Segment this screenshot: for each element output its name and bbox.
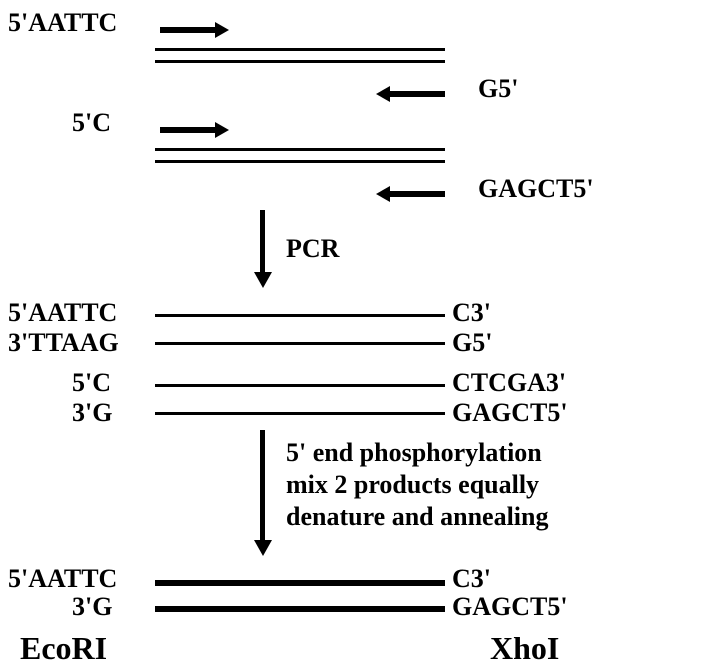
s2p1-top-strand [155,314,445,317]
pcr-step-label: PCR [286,236,339,262]
enzyme-right: XhoI [490,632,559,664]
s2p2-rt-seq: CTCGA3' [452,370,566,396]
s2p1-bot-strand [155,342,445,345]
s2p1-lt-seq: 5'AATTC [8,300,117,326]
s2p2-top-strand [155,384,445,387]
s3-rb-seq: GAGCT5' [452,594,568,620]
s3-lt-seq: 5'AATTC [8,566,117,592]
s1p2-bot-strand [155,160,445,163]
s2p2-bot-strand [155,412,445,415]
diagram-stage: { "colors": { "fg": "#000000", "bg": "#f… [0,0,720,669]
s2p2-lt-seq: 5'C [72,370,111,396]
s3-rt-seq: C3' [452,566,491,592]
s1p2-top-strand [155,148,445,151]
s1p1-top-strand [155,48,445,51]
anneal-step-label-0: 5' end phosphorylation [286,440,542,466]
s1p1-primer-fwd-seq: 5'AATTC [8,10,117,36]
s2p1-rb-seq: G5' [452,330,492,356]
s1p1-bot-strand [155,60,445,63]
s3-lb-seq: 3'G [72,594,112,620]
anneal-step-label-2: denature and annealing [286,504,548,530]
s2p2-rb-seq: GAGCT5' [452,400,568,426]
s2p1-rt-seq: C3' [452,300,491,326]
enzyme-left: EcoRI [20,632,107,664]
s1p2-primer-fwd-seq: 5'C [72,110,111,136]
s2p2-lb-seq: 3'G [72,400,112,426]
s3-bot-strand [155,606,445,612]
s3-top-strand [155,580,445,586]
s2p1-lb-seq: 3'TTAAG [8,330,119,356]
anneal-step-label-1: mix 2 products equally [286,472,539,498]
s1p1-primer-rev-seq: G5' [478,76,518,102]
s1p2-primer-rev-seq: GAGCT5' [478,176,594,202]
